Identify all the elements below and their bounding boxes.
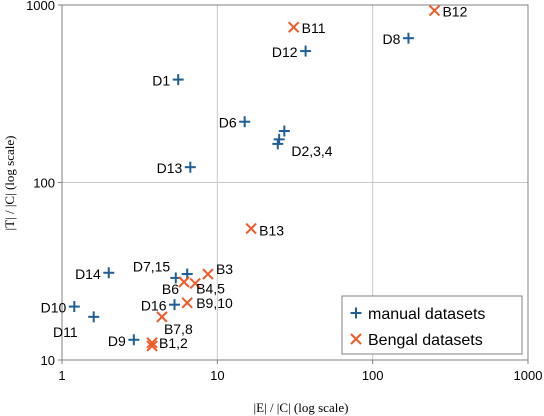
y-tick-label: 100 <box>33 176 55 191</box>
point-label: B13 <box>259 223 284 239</box>
point-label: B3 <box>216 261 233 277</box>
point-label: B4,5 <box>196 280 225 296</box>
manual-data-point <box>239 116 251 128</box>
point-label: D7,15 <box>133 258 171 274</box>
manual-data-point <box>88 311 100 323</box>
point-label: D16 <box>141 298 167 314</box>
y-axis-label: |T| / |C| (log scale) <box>2 136 17 231</box>
bengal-data-point <box>428 4 441 17</box>
point-label: D9 <box>108 333 126 349</box>
legend: manual datasets Bengal datasets <box>341 295 523 355</box>
point-label: D11 <box>53 324 78 340</box>
point-label: B11 <box>302 20 326 36</box>
point-label: D12 <box>272 44 298 60</box>
point-label: B12 <box>442 4 467 20</box>
y-tick-label: 1000 <box>26 0 55 13</box>
manual-data-point <box>184 161 196 173</box>
legend-label: manual datasets <box>368 306 485 323</box>
manual-data-point <box>278 125 290 137</box>
x-tick-label: 10 <box>210 368 224 383</box>
bengal-data-point <box>156 311 168 323</box>
manual-data-point <box>169 299 181 311</box>
point-label: B9,10 <box>196 295 233 311</box>
bengal-data-point <box>245 222 257 235</box>
point-labels: D1 D12 D8 D6 D2,3,4 D13 D14 D7,15 D10 D11 D16 D9 B11… <box>41 4 468 351</box>
x-axis-label: |E| / |C| (log scale) <box>254 400 349 415</box>
manual-data-point <box>273 133 285 145</box>
manual-data-point <box>300 45 312 57</box>
point-label: B6 <box>162 281 179 297</box>
manual-data-point <box>103 267 115 279</box>
bengal-data-point <box>181 297 193 309</box>
bengal-data-point <box>146 337 158 349</box>
x-tick-label: 100 <box>362 368 384 383</box>
data-points <box>68 4 441 352</box>
legend-plus-marker <box>350 307 362 319</box>
legend-label: Bengal datasets <box>368 332 483 349</box>
point-label: D10 <box>41 300 67 316</box>
bengal-data-point <box>202 268 214 280</box>
manual-data-point <box>402 32 414 44</box>
point-label: D6 <box>219 115 237 131</box>
legend-box <box>341 295 523 355</box>
point-label: D14 <box>75 266 101 282</box>
point-label: B1,2 <box>159 335 188 351</box>
x-tick-label: 1 <box>58 368 65 383</box>
point-label: D8 <box>383 31 401 47</box>
bengal-data-point <box>178 276 190 288</box>
point-label: D1 <box>152 73 170 89</box>
point-label: D2,3,4 <box>291 143 332 159</box>
bengal-data-point <box>146 340 158 352</box>
x-tick-label: 1000 <box>514 368 543 383</box>
manual-data-point <box>172 74 184 86</box>
point-label: D13 <box>157 160 183 176</box>
manual-data-point <box>68 301 80 313</box>
legend-x-marker <box>350 333 362 345</box>
bengal-data-point <box>189 277 201 290</box>
bengal-data-point <box>287 21 300 33</box>
point-label: B7,8 <box>164 321 193 337</box>
y-tick-label: 10 <box>41 353 55 368</box>
manual-data-point <box>128 334 140 346</box>
